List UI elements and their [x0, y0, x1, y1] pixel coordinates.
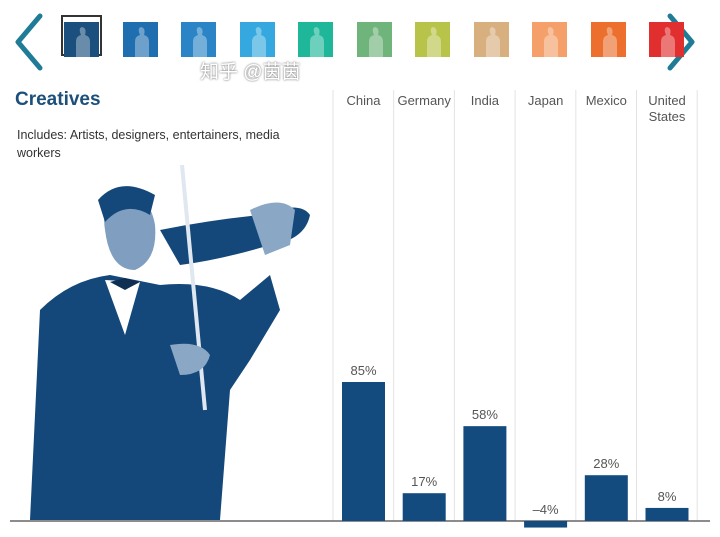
- category-label: Germany: [397, 93, 451, 108]
- bar: [342, 382, 385, 521]
- category-label: China: [346, 93, 381, 108]
- category-label: United States: [648, 93, 686, 124]
- category-label: India: [470, 93, 499, 108]
- watermark: 知乎 @茵茵: [200, 62, 301, 83]
- bar: [645, 507, 689, 521]
- category-thumbnail[interactable]: [415, 22, 450, 57]
- category-thumbnail[interactable]: [298, 22, 333, 57]
- bar: [402, 493, 446, 521]
- category-thumbnail[interactable]: [181, 22, 216, 57]
- category-thumbnail[interactable]: [239, 22, 275, 57]
- page-title: Creatives: [15, 89, 101, 110]
- data-label: 28%: [593, 456, 619, 471]
- category-label: Japan: [527, 93, 564, 108]
- category-thumbnail[interactable]: [64, 22, 99, 57]
- category-thumbnail[interactable]: [356, 22, 392, 57]
- data-label: 85%: [350, 363, 376, 378]
- bar: [584, 475, 628, 521]
- bar: [463, 426, 507, 521]
- violinist-illustration: [30, 164, 310, 520]
- chevron-left-icon[interactable]: [12, 12, 46, 72]
- category-thumbnail[interactable]: [649, 22, 684, 57]
- data-label: 8%: [658, 489, 677, 504]
- category-label: Mexico: [585, 93, 627, 108]
- data-label: 58%: [472, 407, 498, 422]
- category-thumbnail[interactable]: [122, 22, 158, 57]
- category-thumbnail[interactable]: [532, 22, 567, 57]
- category-thumbnail[interactable]: [590, 22, 626, 57]
- category-thumbnail[interactable]: [473, 22, 509, 57]
- subtitle: Includes: Artists, designers, entertaine…: [17, 128, 280, 160]
- bar: [524, 521, 568, 528]
- data-label: 17%: [411, 474, 437, 489]
- data-label: –4%: [533, 502, 559, 517]
